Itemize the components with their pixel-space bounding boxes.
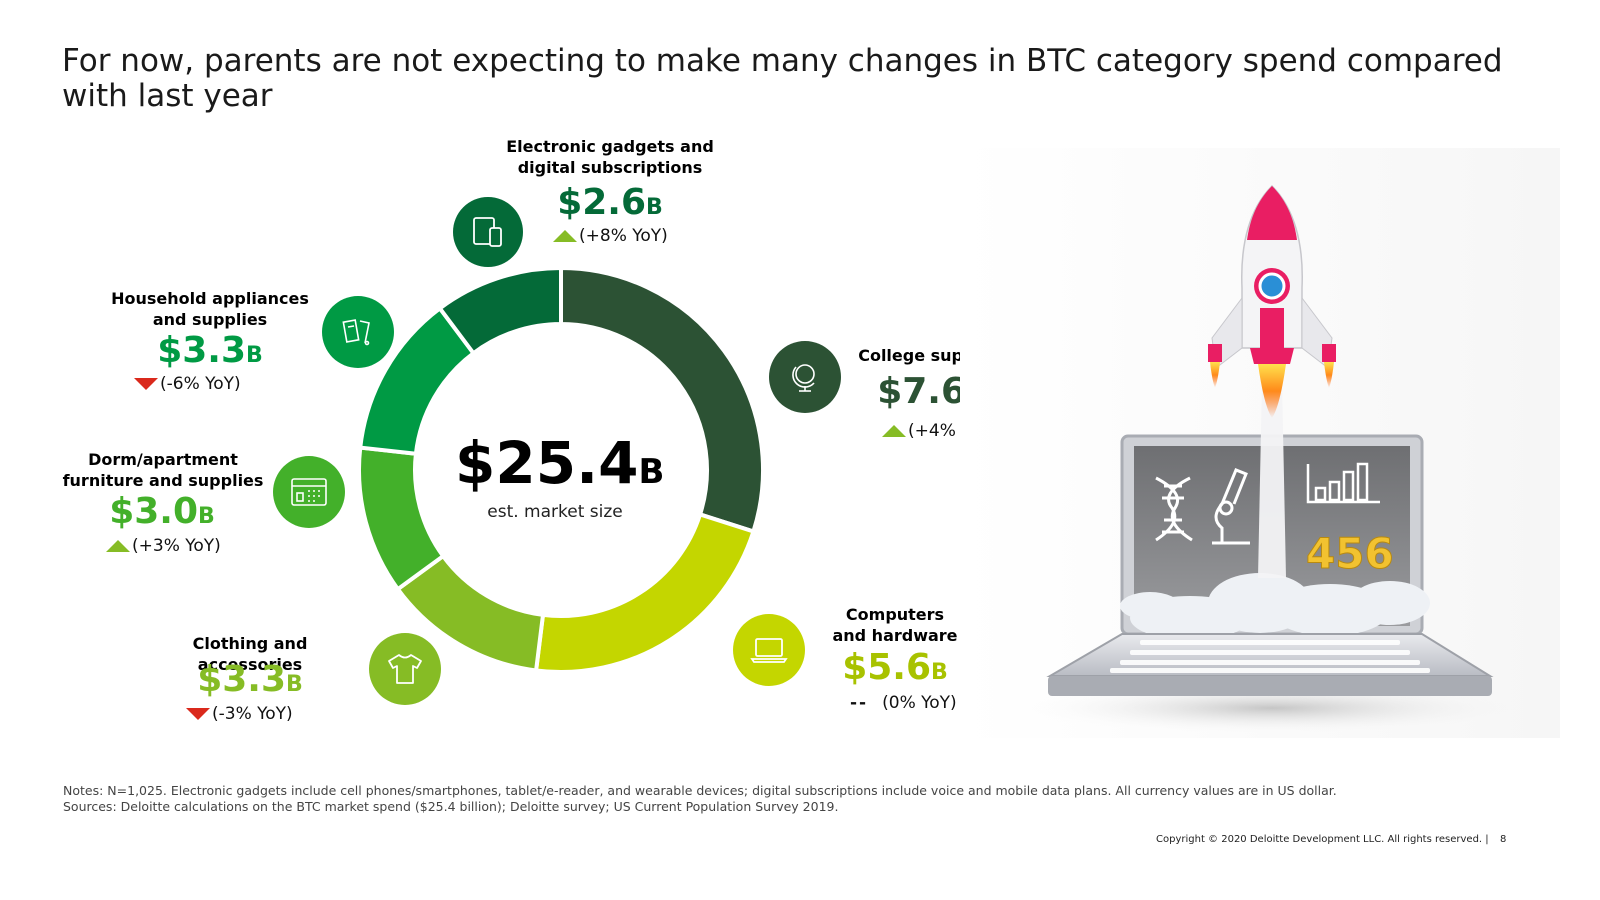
tablet-phone-icon xyxy=(453,197,523,267)
clothing-value: $3.3B xyxy=(197,659,303,700)
electronics-change: (+8% YoY) xyxy=(553,226,668,246)
donut-slice-college xyxy=(559,265,765,534)
dorm-value: $3.0B xyxy=(109,491,215,532)
rocket-laptop-illustration: 456 xyxy=(960,148,1560,738)
dorm-label: Dorm/apartment furniture and supplies xyxy=(62,450,264,490)
down-arrow-icon xyxy=(134,378,158,390)
down-arrow-icon xyxy=(186,708,210,720)
clothing-label: Clothing and accessories xyxy=(192,634,308,674)
up-arrow-icon xyxy=(106,540,130,552)
page-title: For now, parents are not expecting to ma… xyxy=(62,43,1503,114)
donut-slice-computers xyxy=(533,511,756,674)
computers-value: $5.6B xyxy=(842,647,948,688)
appliance-icon xyxy=(322,296,394,368)
globe-icon xyxy=(769,341,841,413)
no-change-dash: -- xyxy=(850,693,869,713)
sources-line: Sources: Deloitte calculations on the BT… xyxy=(63,799,839,814)
total-market-label: est. market size xyxy=(487,502,623,522)
total-market-size: $25.4B xyxy=(455,429,665,497)
computers-label: Computers and hardware xyxy=(832,605,958,645)
tshirt-icon xyxy=(369,633,441,705)
notes-line: Notes: N=1,025. Electronic gadgets inclu… xyxy=(63,783,1337,798)
donut-slice-electronics xyxy=(437,265,563,356)
electronics-value: $2.6B xyxy=(557,182,663,223)
household-label: Household appliances and supplies xyxy=(111,289,309,329)
electronics-label: Electronic gadgets and digital subscript… xyxy=(506,137,714,177)
household-value: $3.3B xyxy=(157,330,263,371)
notes: Notes: N=1,025. Electronic gadgets inclu… xyxy=(63,783,1543,815)
computers-change: -- (0% YoY) xyxy=(850,693,957,713)
clothing-change: (-3% YoY) xyxy=(186,704,293,724)
copyright: Copyright © 2020 Deloitte Development LL… xyxy=(1156,834,1489,845)
page-number: 8 xyxy=(1500,834,1507,845)
calendar-icon xyxy=(273,456,345,528)
up-arrow-icon xyxy=(882,425,906,437)
screen-number: 456 xyxy=(1306,529,1394,578)
dorm-change: (+3% YoY) xyxy=(106,536,221,556)
laptop-icon xyxy=(733,614,805,686)
up-arrow-icon xyxy=(553,230,577,242)
household-change: (-6% YoY) xyxy=(134,374,241,394)
